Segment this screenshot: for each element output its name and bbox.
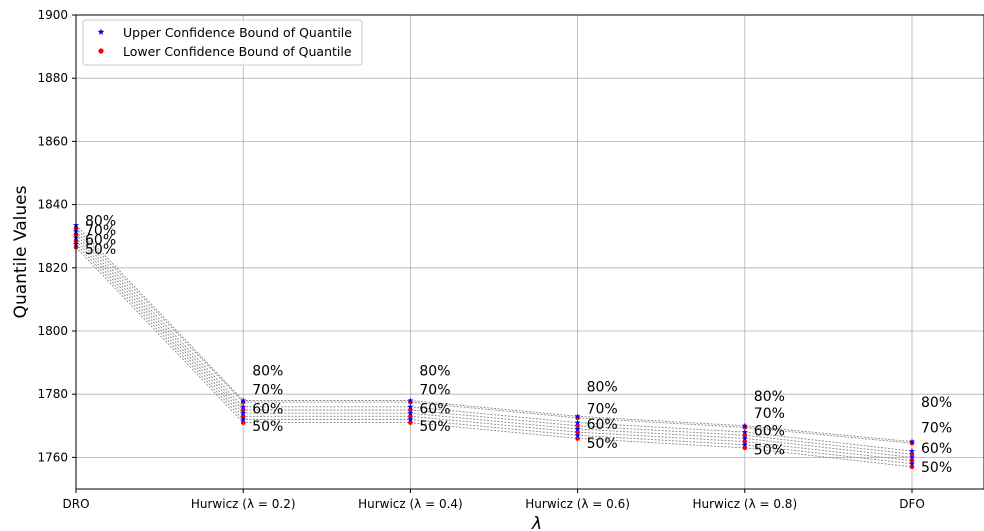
quantile-label: 70% xyxy=(587,401,618,417)
upper-bound-point xyxy=(240,403,247,410)
y-tick-label: 1820 xyxy=(37,261,68,275)
quantile-label: 80% xyxy=(754,389,785,405)
upper-bound-point xyxy=(908,454,916,460)
upper-bound-point xyxy=(741,435,748,442)
legend: Upper Confidence Bound of Quantile Lower… xyxy=(82,19,363,66)
x-axis-title: λ xyxy=(531,514,542,531)
upper-bound-point xyxy=(574,432,581,438)
upper-bound-point xyxy=(407,403,414,410)
connector-layer xyxy=(75,224,913,468)
upper-bound-point xyxy=(240,409,247,416)
quantile-label: 70% xyxy=(85,223,116,239)
quantile-label: 50% xyxy=(587,436,618,452)
lower-bound-point xyxy=(742,445,748,451)
upper-bound-point xyxy=(240,397,247,404)
quantile-label: 80% xyxy=(419,364,450,380)
upper-bound-point xyxy=(240,416,247,423)
y-tick-label: 1780 xyxy=(37,387,68,401)
marker-layer xyxy=(72,221,916,470)
upper-bound-point xyxy=(908,438,916,445)
x-tick-label: Hurwicz (λ = 0.8) xyxy=(692,497,797,511)
upper-bound-point xyxy=(741,441,748,448)
lower-bound-point xyxy=(408,420,413,425)
y-tick-label: 1760 xyxy=(37,450,68,464)
upper-bound-point xyxy=(407,409,414,416)
grid-layer xyxy=(75,14,984,489)
quantile-label: 80% xyxy=(921,395,952,411)
legend-circle-marker xyxy=(98,48,104,54)
quantile-label: 70% xyxy=(921,420,952,436)
upper-bound-point xyxy=(407,397,414,404)
quantile-label: 70% xyxy=(754,406,785,422)
y-tick-label: 1900 xyxy=(37,8,68,22)
y-tick-label: 1880 xyxy=(37,71,68,85)
quantile-connector-line xyxy=(75,224,913,443)
quantile-label: 60% xyxy=(587,417,618,433)
lower-bound-point xyxy=(240,420,246,425)
quantile-label: 50% xyxy=(252,419,283,435)
legend-upper-label: Upper Confidence Bound of Quantile xyxy=(123,25,352,40)
upper-bound-point xyxy=(407,416,414,423)
x-tick-label: Hurwicz (λ = 0.4) xyxy=(358,497,463,511)
upper-bound-point xyxy=(908,447,916,454)
quantile-label: 50% xyxy=(754,443,785,459)
tick-layer: 1760 1780 1800 1820 1840 1860 1880 1900 DRO Hurwi… xyxy=(37,8,924,511)
upper-bound-point xyxy=(908,460,916,467)
plot-frame xyxy=(75,14,984,490)
legend-star-marker xyxy=(97,28,105,35)
upper-bound-point xyxy=(574,413,581,419)
quantile-label: 60% xyxy=(419,401,450,417)
x-tick-label: DRO xyxy=(62,497,89,511)
quantile-label: 60% xyxy=(754,424,785,440)
quantile-label: 80% xyxy=(252,364,283,380)
y-tick-label: 1840 xyxy=(37,198,68,212)
quantile-label: 80% xyxy=(587,379,618,395)
x-tick-label: Hurwicz (λ = 0.6) xyxy=(525,497,630,511)
quantile-label: 50% xyxy=(419,419,450,435)
x-tick-label: Hurwicz (λ = 0.2) xyxy=(191,497,296,511)
y-tick-label: 1860 xyxy=(37,134,68,148)
upper-bound-point xyxy=(741,428,748,435)
legend-lower-label: Lower Confidence Bound of Quantile xyxy=(123,44,352,59)
label-layer: 50%60%70%80%50%60%70%80%50%60%70%80%50%6… xyxy=(85,213,952,475)
quantile-connector-line xyxy=(75,227,913,444)
legend-box xyxy=(82,19,363,66)
quantile-label: 50% xyxy=(85,242,116,258)
quantile-label: 60% xyxy=(252,401,283,417)
quantile-label: 60% xyxy=(85,232,116,248)
lower-bound-point xyxy=(575,436,580,441)
upper-bound-point xyxy=(574,425,581,432)
y-tick-label: 1800 xyxy=(37,324,68,338)
x-tick-label: DFO xyxy=(899,497,925,511)
quantile-connector-line xyxy=(75,243,913,465)
quantile-label: 50% xyxy=(921,460,952,476)
lower-bound-point xyxy=(909,464,915,470)
upper-bound-point xyxy=(574,419,581,426)
quantile-label: 70% xyxy=(252,382,283,398)
quantile-label: 70% xyxy=(419,382,450,398)
y-axis-title: Quantile Values xyxy=(11,185,31,318)
quantile-label: 60% xyxy=(921,441,952,457)
quantile-label: 80% xyxy=(85,213,116,229)
upper-bound-point xyxy=(741,422,748,429)
